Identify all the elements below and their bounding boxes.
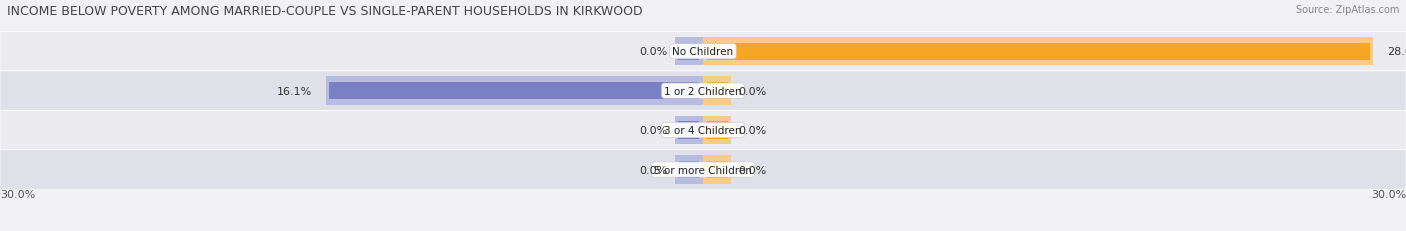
FancyBboxPatch shape [0, 72, 1406, 111]
Text: 0.0%: 0.0% [738, 165, 766, 175]
FancyBboxPatch shape [0, 32, 1406, 72]
Text: 0.0%: 0.0% [640, 125, 668, 136]
Text: 0.0%: 0.0% [640, 47, 668, 57]
Text: Source: ZipAtlas.com: Source: ZipAtlas.com [1295, 5, 1399, 15]
Text: 5 or more Children: 5 or more Children [654, 165, 752, 175]
Text: 0.0%: 0.0% [738, 125, 766, 136]
Bar [707, 43, 1369, 61]
Text: No Children: No Children [672, 47, 734, 57]
Bar [703, 38, 1374, 66]
Bar [675, 38, 703, 66]
Bar [329, 83, 700, 100]
Bar [678, 122, 700, 139]
Bar [707, 161, 728, 178]
Text: 1 or 2 Children: 1 or 2 Children [664, 86, 742, 96]
Text: 0.0%: 0.0% [640, 165, 668, 175]
Bar [703, 116, 731, 145]
Bar [326, 77, 703, 105]
Bar [707, 83, 728, 100]
Text: 28.6%: 28.6% [1388, 47, 1406, 57]
Bar [678, 43, 700, 61]
FancyBboxPatch shape [0, 111, 1406, 150]
Text: 0.0%: 0.0% [738, 86, 766, 96]
Text: INCOME BELOW POVERTY AMONG MARRIED-COUPLE VS SINGLE-PARENT HOUSEHOLDS IN KIRKWOO: INCOME BELOW POVERTY AMONG MARRIED-COUPL… [7, 5, 643, 18]
Bar [675, 156, 703, 184]
Bar [678, 161, 700, 178]
Text: 30.0%: 30.0% [0, 189, 35, 199]
FancyBboxPatch shape [0, 150, 1406, 189]
Text: 16.1%: 16.1% [277, 86, 312, 96]
Bar [707, 122, 728, 139]
Bar [703, 156, 731, 184]
Bar [703, 77, 731, 105]
Text: 3 or 4 Children: 3 or 4 Children [664, 125, 742, 136]
Text: 30.0%: 30.0% [1371, 189, 1406, 199]
Bar [675, 116, 703, 145]
